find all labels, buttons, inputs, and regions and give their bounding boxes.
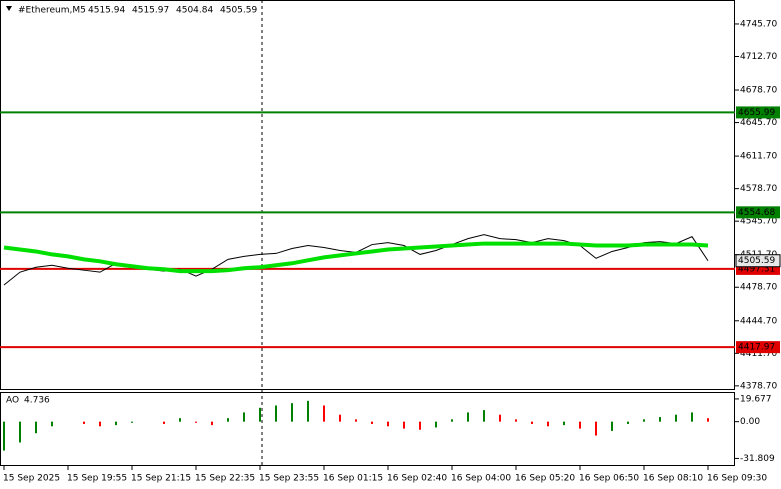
x-tick-label: 16 Sep 02:40 [387,474,447,484]
ao-bar [339,414,341,422]
level-label: 4417.97 [738,343,775,353]
quote-value: 4505.59 [220,6,257,16]
ao-title: AO [6,396,19,406]
ao-bar [451,419,453,422]
y-tick-label: 4478.70 [740,283,777,293]
ao-bar [707,418,709,422]
ao-bar [3,421,5,451]
ao-bar [259,407,261,422]
ao-bar [579,421,581,429]
ao-bar [659,417,661,422]
level-label-box [736,341,780,354]
menu-arrow[interactable] [6,6,12,11]
ao-bar [611,421,613,431]
quote-value: 4504.84 [176,6,213,16]
ao-bar [371,421,373,424]
x-tick-label: 15 Sep 21:15 [131,474,191,484]
x-tick-label: 16 Sep 09:30 [707,474,767,484]
level-label: 4554.68 [738,208,775,218]
quote-value: 4515.97 [132,6,169,16]
ao-bar [643,419,645,422]
level-label-box [736,106,780,119]
y-tick-label: 0.00 [740,417,760,427]
ao-bar [291,403,293,422]
x-tick-label: 15 Sep 22:35 [195,474,255,484]
y-tick-label: 4545.70 [740,217,777,227]
x-tick-label: 15 Sep 2025 [3,474,60,484]
y-tick-label: 4411.70 [740,349,777,359]
moving-average [3,241,709,274]
ao-bar [115,421,117,426]
chart-title: #Ethereum,M5 [18,6,86,16]
ao-bar [51,421,53,427]
ao-bar [515,419,517,422]
ao-bar [435,421,437,428]
level-label-box [736,206,780,219]
ao-bar [307,400,309,422]
price-line [3,234,709,286]
ao-bar [227,418,229,422]
ao-bar [19,421,21,443]
ao-bar [627,421,629,424]
x-tick-label: 15 Sep 23:55 [259,474,319,484]
ao-bar [195,421,197,423]
y-tick-label: -31.809 [740,454,775,464]
level-label: 4497.31 [738,264,775,274]
x-tick-label: 16 Sep 08:10 [643,474,703,484]
ao-bar [211,421,213,426]
ao-bar [467,412,469,422]
ao-value: 4.736 [24,396,50,406]
ao-bar [387,421,389,427]
ao-bar [595,421,597,436]
y-tick-label: 4578.70 [740,184,777,194]
y-tick-label: 4712.70 [740,52,777,62]
ao-bar [163,421,165,424]
y-tick-label: 4378.70 [740,381,777,391]
x-tick-label: 15 Sep 19:55 [67,474,127,484]
x-tick-label: 16 Sep 01:15 [323,474,383,484]
ao-bar [563,421,565,426]
main-frame [0,0,735,390]
ao-bar [275,405,277,422]
ao-bar [691,412,693,422]
ao-bar [131,421,133,423]
ao-bar [35,421,37,434]
ao-bar [483,410,485,422]
x-tick-label: 16 Sep 05:20 [515,474,575,484]
ao-bar [547,421,549,427]
level-label: 4655.99 [738,108,775,118]
y-tick-label: 4611.70 [740,152,777,162]
ao-bar [355,419,357,422]
y-tick-label: 4678.70 [740,86,777,96]
ao-bar [83,421,85,424]
ao-frame [0,392,735,466]
ao-bar [499,414,501,422]
ao-bar [403,421,405,429]
y-tick-label: 4444.70 [740,316,777,326]
ao-bar [323,405,325,422]
y-tick-label: 19.677 [740,394,772,404]
x-tick-label: 16 Sep 06:50 [579,474,639,484]
ao-bar [243,412,245,422]
ao-bar [179,418,181,422]
y-tick-label: 4745.70 [740,19,777,29]
last-price-box [735,254,781,268]
ao-bar [675,414,677,422]
last-price-label: 4505.59 [738,256,775,266]
ao-bar [531,421,533,424]
ao-bar [419,421,421,430]
quote-value: 4515.94 [88,6,125,16]
ao-bar [99,421,101,427]
x-tick-label: 16 Sep 04:00 [451,474,511,484]
y-tick-label: 4645.70 [740,118,777,128]
